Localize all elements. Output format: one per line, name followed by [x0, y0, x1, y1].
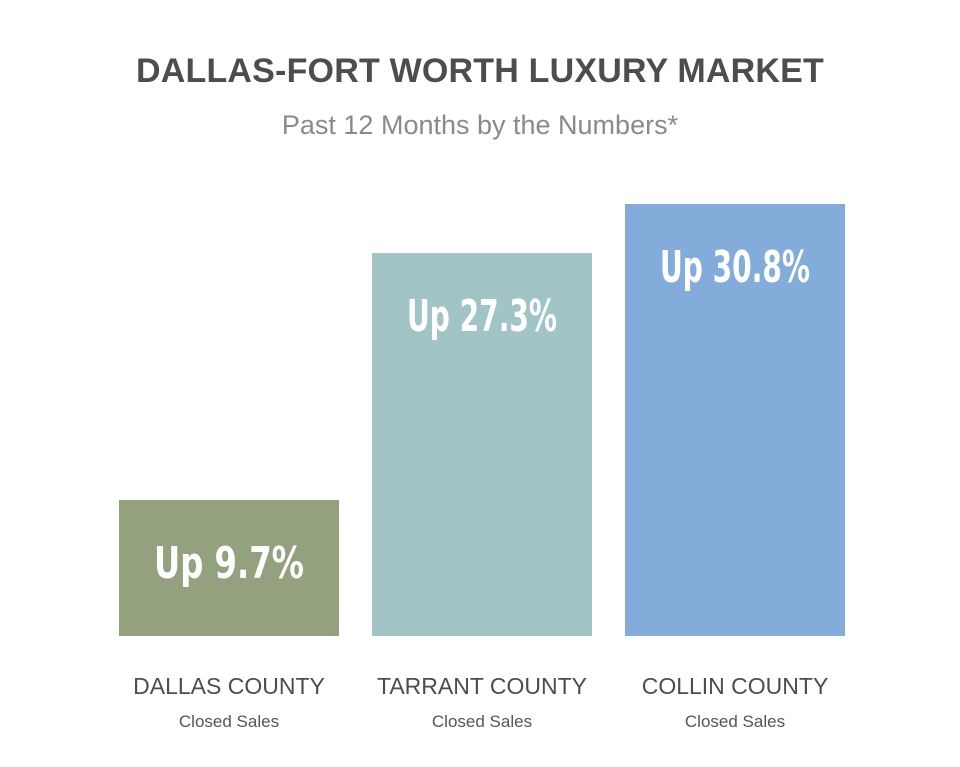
category-sublabel-3: Closed Sales [685, 712, 785, 731]
data-label-1: Up 9.7% [154, 538, 304, 589]
bar-2 [372, 253, 592, 636]
bar-3 [625, 204, 845, 636]
category-label-1: DALLAS COUNTY [133, 673, 325, 699]
category-label-2: TARRANT COUNTY [377, 673, 587, 699]
data-label-3: Up 30.8% [660, 242, 810, 293]
bar-1 [119, 499, 339, 636]
chart-title: DALLAS-FORT WORTH LUXURY MARKET [135, 52, 825, 90]
data-label-2: Up 27.3% [407, 291, 557, 342]
category-sublabel-2: Closed Sales [432, 712, 532, 731]
category-label-3: COLLIN COUNTY [642, 673, 829, 699]
category-sublabel-1: Closed Sales [179, 712, 279, 731]
chart-subtitle: Past 12 Months by the Numbers* [281, 110, 679, 140]
